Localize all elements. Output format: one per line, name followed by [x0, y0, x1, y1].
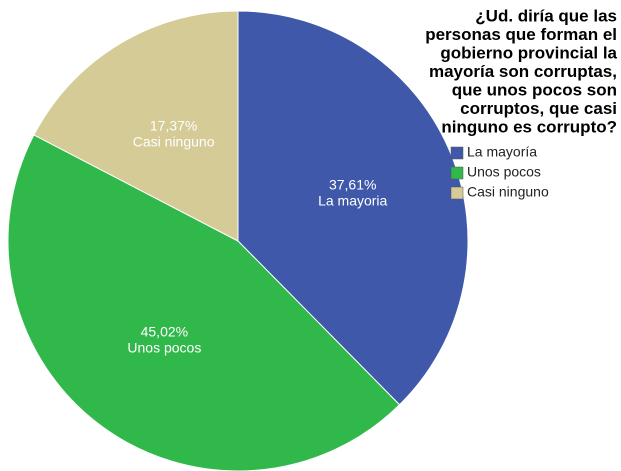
chart-title: ninguno es corrupto?	[441, 117, 617, 136]
chart-title: ¿Ud. diría que las	[475, 6, 617, 25]
slice-name-label: La mayoria	[318, 193, 387, 209]
slice-value-label: 17,37%	[150, 118, 197, 134]
pie-slice	[33, 10, 239, 242]
legend-label: Unos pocos	[467, 164, 541, 180]
chart-title: que unos pocos son	[452, 80, 617, 99]
chart-title: mayoría son corruptas,	[429, 62, 617, 81]
slice-name-label: Casi ninguno	[133, 134, 215, 150]
chart-title: corruptos, que casi	[460, 99, 617, 118]
slice-name-label: Unos pocos	[127, 339, 201, 355]
chart-title: gobierno provincial la	[440, 43, 617, 62]
legend-label: La mayoría	[467, 144, 537, 160]
slice-value-label: 37,61%	[329, 177, 376, 193]
chart-title: personas que forman el	[425, 25, 617, 44]
pie-slice	[7, 134, 401, 471]
legend-label: Casi ninguno	[467, 184, 549, 200]
slice-value-label: 45,02%	[141, 323, 188, 339]
legend-swatch	[450, 186, 464, 200]
legend-swatch	[450, 166, 464, 180]
legend-swatch	[450, 146, 464, 160]
